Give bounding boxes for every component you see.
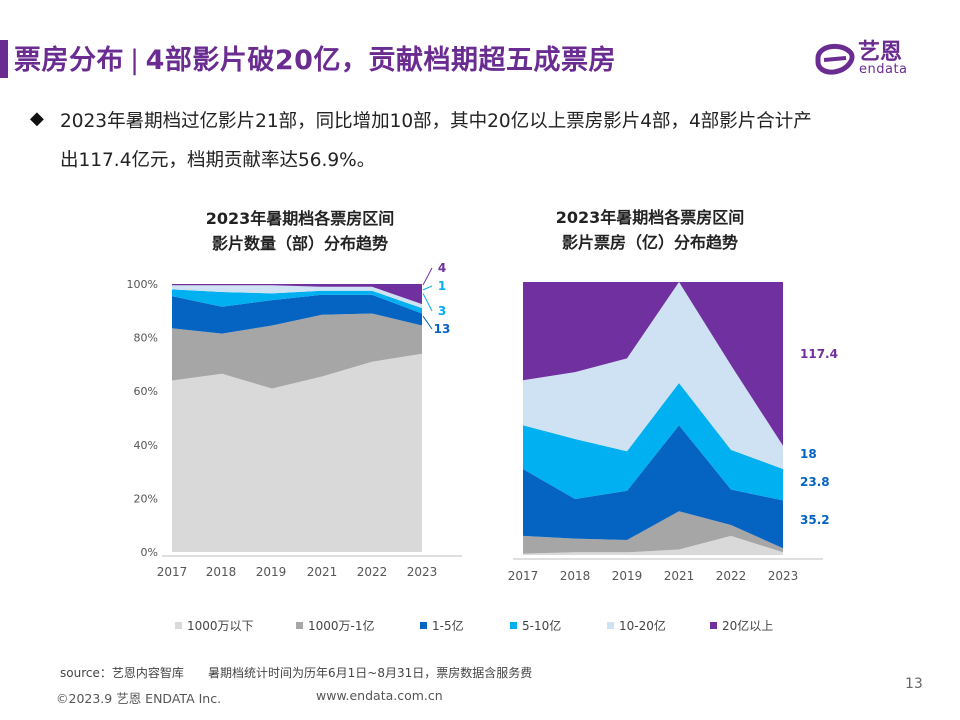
legend-label: 5-10亿 (522, 619, 562, 633)
x-tick-label: 2018 (206, 565, 237, 579)
legend-item: 10-20亿 (607, 617, 666, 634)
legend-item: 1-5亿 (420, 617, 464, 634)
headline: 4部影片破20亿，贡献档期超五成票房 (145, 45, 616, 76)
legend-item: 1000万以下 (175, 617, 254, 634)
brand-name-cn: 艺恩 (858, 40, 903, 65)
leader-line (422, 315, 433, 330)
x-tick-label: 2023 (768, 569, 799, 583)
x-tick-label: 2021 (664, 569, 695, 583)
data-label: 4 (438, 261, 446, 275)
data-label: 1 (438, 279, 446, 293)
data-label: 13 (434, 322, 451, 336)
section-label: 票房分布 (14, 45, 124, 76)
page-title: 票房分布 | 4部影片破20亿，贡献档期超五成票房 (14, 38, 616, 77)
brand-name-en: endata (859, 62, 908, 77)
leader-line (422, 267, 433, 286)
x-tick-label: 2017 (508, 569, 539, 583)
x-tick-label: 2019 (612, 569, 643, 583)
y-tick-label: 100% (127, 278, 158, 291)
copyright: ©2023.9 艺恩 ENDATA Inc. (56, 691, 222, 706)
chart-1-title-line-2: 影片数量（部）分布趋势 (211, 234, 388, 253)
summary-line-2: 出117.4亿元，档期贡献率达56.9%。 (60, 150, 376, 171)
legend-label: 1-5亿 (432, 619, 464, 633)
area-series-1-5亿 (172, 294, 422, 334)
area-series-1000万-1亿 (172, 313, 422, 389)
y-tick-label: 20% (134, 492, 158, 505)
title-accent-bar (0, 40, 8, 78)
chart-2-title-line-1: 2023年暑期档各票房区间 (555, 208, 745, 227)
legend-item: 5-10亿 (510, 617, 561, 634)
data-label: 23.8 (800, 475, 830, 489)
legend-swatch-icon (710, 622, 717, 629)
chart-1-title-line-1: 2023年暑期档各票房区间 (205, 209, 395, 228)
y-tick-label: 60% (134, 385, 158, 398)
chart-2-title-line-2: 影片票房（亿）分布趋势 (561, 233, 738, 252)
website-link[interactable]: www.endata.com.cn (316, 688, 443, 703)
legend-swatch-icon (510, 622, 517, 629)
area-series-1-5亿 (523, 425, 783, 549)
x-tick-label: 2023 (407, 565, 438, 579)
legend-item: 20亿以上 (710, 617, 773, 634)
area-series-20亿以上 (523, 282, 783, 446)
legend-swatch-icon (420, 622, 427, 629)
data-label: 3 (438, 304, 446, 318)
x-tick-label: 2022 (716, 569, 747, 583)
y-tick-label: 0% (141, 546, 158, 559)
legend-label: 20亿以上 (722, 619, 774, 633)
legend-label: 1000万-1亿 (308, 619, 375, 633)
legend-swatch-icon (607, 622, 614, 629)
data-label: 117.4 (800, 347, 838, 361)
x-tick-label: 2018 (560, 569, 591, 583)
y-tick-label: 40% (134, 439, 158, 452)
source-note: source：艺恩内容智库 (60, 666, 184, 680)
legend-swatch-icon (175, 622, 182, 629)
area-series-20亿以上 (172, 284, 422, 305)
title-divider: | (130, 45, 140, 76)
chart-legend: 1000万以下 1000万-1亿 1-5亿 5-10亿 10-20亿 20亿以上 (170, 617, 790, 637)
chart-2-title: 2023年暑期档各票房区间 影片票房（亿）分布趋势 (500, 205, 800, 255)
data-label: 35.2 (800, 513, 830, 527)
legend-item: 1000万-1亿 (296, 617, 375, 634)
page-number: 13 (905, 676, 923, 692)
x-tick-label: 2017 (157, 565, 188, 579)
brand-logo-icon (815, 43, 855, 75)
legend-label: 10-20亿 (619, 619, 666, 633)
period-note: 暑期档统计时间为历年6月1日~8月31日，票房数据含服务费 (208, 666, 533, 680)
area-series-1000万以下 (172, 353, 422, 552)
area-series-1000万-1亿 (523, 511, 783, 554)
chart-1-title: 2023年暑期档各票房区间 影片数量（部）分布趋势 (150, 206, 450, 256)
legend-label: 1000万以下 (187, 619, 254, 633)
area-series-10-20亿 (523, 282, 783, 469)
area-series-10-20亿 (172, 285, 422, 309)
y-tick-label: 80% (134, 332, 158, 345)
leader-line (422, 285, 433, 291)
leader-line (422, 293, 433, 312)
data-label: 18 (800, 447, 817, 461)
x-tick-label: 2019 (256, 565, 287, 579)
area-series-5-10亿 (172, 289, 422, 314)
legend-swatch-icon (296, 622, 303, 629)
area-series-1000万以下 (523, 535, 783, 555)
x-tick-label: 2021 (307, 565, 338, 579)
bullet-diamond-icon: ◆ (30, 108, 44, 129)
summary-line-1: 2023年暑期档过亿影片21部，同比增加10部，其中20亿以上票房影片4部，4部… (60, 111, 812, 132)
x-tick-label: 2022 (357, 565, 388, 579)
area-series-5-10亿 (523, 383, 783, 501)
